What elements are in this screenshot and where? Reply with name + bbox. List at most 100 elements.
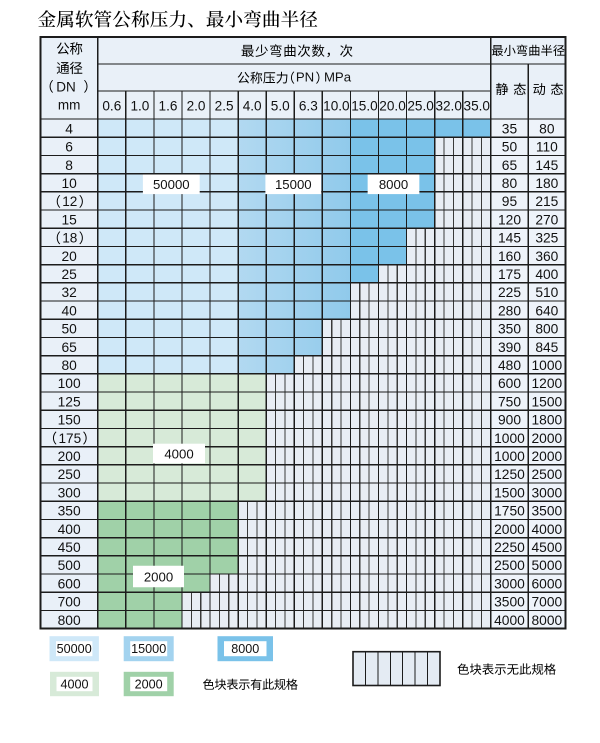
svg-text:270: 270 (535, 212, 558, 227)
svg-text:DN: DN (56, 79, 76, 94)
svg-text:2500: 2500 (494, 558, 525, 573)
svg-text:700: 700 (58, 595, 81, 610)
svg-text:20: 20 (61, 249, 77, 264)
svg-text:15.0: 15.0 (351, 99, 378, 114)
svg-text:215: 215 (535, 194, 558, 209)
svg-text:200: 200 (58, 449, 81, 464)
svg-text:95: 95 (502, 194, 518, 209)
svg-text:2000: 2000 (144, 569, 173, 584)
svg-text:35: 35 (502, 121, 518, 136)
svg-text:600: 600 (498, 376, 521, 391)
svg-text:5000: 5000 (531, 558, 562, 573)
svg-text:1000: 1000 (494, 431, 525, 446)
svg-text:325: 325 (535, 231, 558, 246)
svg-text:845: 845 (535, 340, 558, 355)
svg-text:8: 8 (65, 158, 73, 173)
svg-text:PN: PN (296, 70, 314, 85)
svg-text:1500: 1500 (494, 485, 525, 500)
svg-text:750: 750 (498, 394, 521, 409)
svg-text:50000: 50000 (57, 642, 92, 656)
svg-text:32: 32 (61, 285, 76, 300)
svg-text:80: 80 (502, 176, 518, 191)
svg-text:10: 10 (61, 176, 77, 191)
svg-text:MPa: MPa (324, 70, 352, 85)
svg-text:2.0: 2.0 (187, 99, 206, 114)
svg-text:5.0: 5.0 (271, 99, 290, 114)
svg-text:3500: 3500 (531, 504, 562, 519)
svg-text:510: 510 (535, 285, 558, 300)
svg-text:25.0: 25.0 (407, 99, 434, 114)
svg-text:65: 65 (61, 340, 77, 355)
svg-text:300: 300 (58, 485, 81, 500)
svg-text:4000: 4000 (164, 446, 193, 461)
svg-text:400: 400 (535, 267, 558, 282)
svg-text:175: 175 (58, 431, 81, 446)
svg-text:145: 145 (535, 158, 558, 173)
svg-text:1000: 1000 (494, 449, 525, 464)
svg-text:80: 80 (61, 358, 77, 373)
svg-text:8000: 8000 (379, 177, 408, 192)
svg-text:1000: 1000 (531, 358, 562, 373)
svg-text:1250: 1250 (494, 467, 525, 482)
svg-text:900: 900 (498, 413, 521, 428)
svg-text:350: 350 (498, 322, 521, 337)
svg-text:25: 25 (61, 267, 77, 282)
svg-text:350: 350 (58, 504, 81, 519)
svg-text:150: 150 (58, 413, 81, 428)
svg-text:450: 450 (58, 540, 81, 555)
svg-text:250: 250 (58, 467, 81, 482)
svg-text:mm: mm (58, 98, 81, 113)
svg-text:400: 400 (58, 522, 81, 537)
svg-text:50: 50 (61, 322, 77, 337)
svg-text:12: 12 (62, 194, 77, 209)
svg-text:15000: 15000 (275, 177, 312, 192)
svg-text:3000: 3000 (531, 485, 562, 500)
svg-text:110: 110 (536, 140, 558, 155)
svg-text:50: 50 (502, 140, 518, 155)
svg-text:4: 4 (65, 121, 73, 136)
svg-text:1.6: 1.6 (159, 99, 178, 114)
svg-text:8000: 8000 (231, 642, 259, 656)
svg-text:1800: 1800 (531, 413, 562, 428)
svg-text:4000: 4000 (60, 678, 88, 692)
svg-text:360: 360 (535, 249, 558, 264)
svg-text:225: 225 (498, 285, 521, 300)
svg-text:20.0: 20.0 (379, 99, 406, 114)
svg-text:100: 100 (58, 376, 81, 391)
svg-text:2000: 2000 (531, 431, 562, 446)
svg-text:50000: 50000 (153, 177, 190, 192)
svg-text:0.6: 0.6 (102, 99, 121, 114)
svg-text:3000: 3000 (494, 576, 525, 591)
svg-text:1750: 1750 (494, 504, 525, 519)
svg-text:18: 18 (62, 231, 77, 246)
svg-text:175: 175 (498, 267, 521, 282)
svg-text:4000: 4000 (531, 522, 562, 537)
svg-text:500: 500 (58, 558, 81, 573)
svg-text:120: 120 (498, 212, 521, 227)
svg-text:180: 180 (535, 176, 558, 191)
svg-text:2000: 2000 (494, 522, 525, 537)
svg-text:2.5: 2.5 (215, 99, 234, 114)
svg-text:35.0: 35.0 (464, 99, 491, 114)
svg-text:480: 480 (498, 358, 521, 373)
svg-text:8000: 8000 (531, 613, 562, 628)
svg-text:40: 40 (61, 303, 77, 318)
svg-text:1.0: 1.0 (130, 99, 149, 114)
svg-text:640: 640 (535, 303, 558, 318)
svg-text:1200: 1200 (531, 376, 562, 391)
svg-text:80: 80 (539, 121, 555, 136)
svg-text:280: 280 (498, 303, 521, 318)
svg-text:2000: 2000 (135, 678, 163, 692)
svg-text:6000: 6000 (531, 576, 562, 591)
svg-text:32.0: 32.0 (435, 99, 462, 114)
svg-text:10.0: 10.0 (323, 99, 350, 114)
svg-text:800: 800 (535, 322, 558, 337)
svg-text:600: 600 (58, 576, 81, 591)
svg-text:125: 125 (58, 394, 81, 409)
svg-text:800: 800 (58, 613, 81, 628)
svg-text:145: 145 (498, 231, 521, 246)
svg-text:65: 65 (502, 158, 518, 173)
svg-text:3500: 3500 (494, 595, 525, 610)
svg-text:6.3: 6.3 (299, 99, 318, 114)
svg-text:15: 15 (61, 212, 77, 227)
